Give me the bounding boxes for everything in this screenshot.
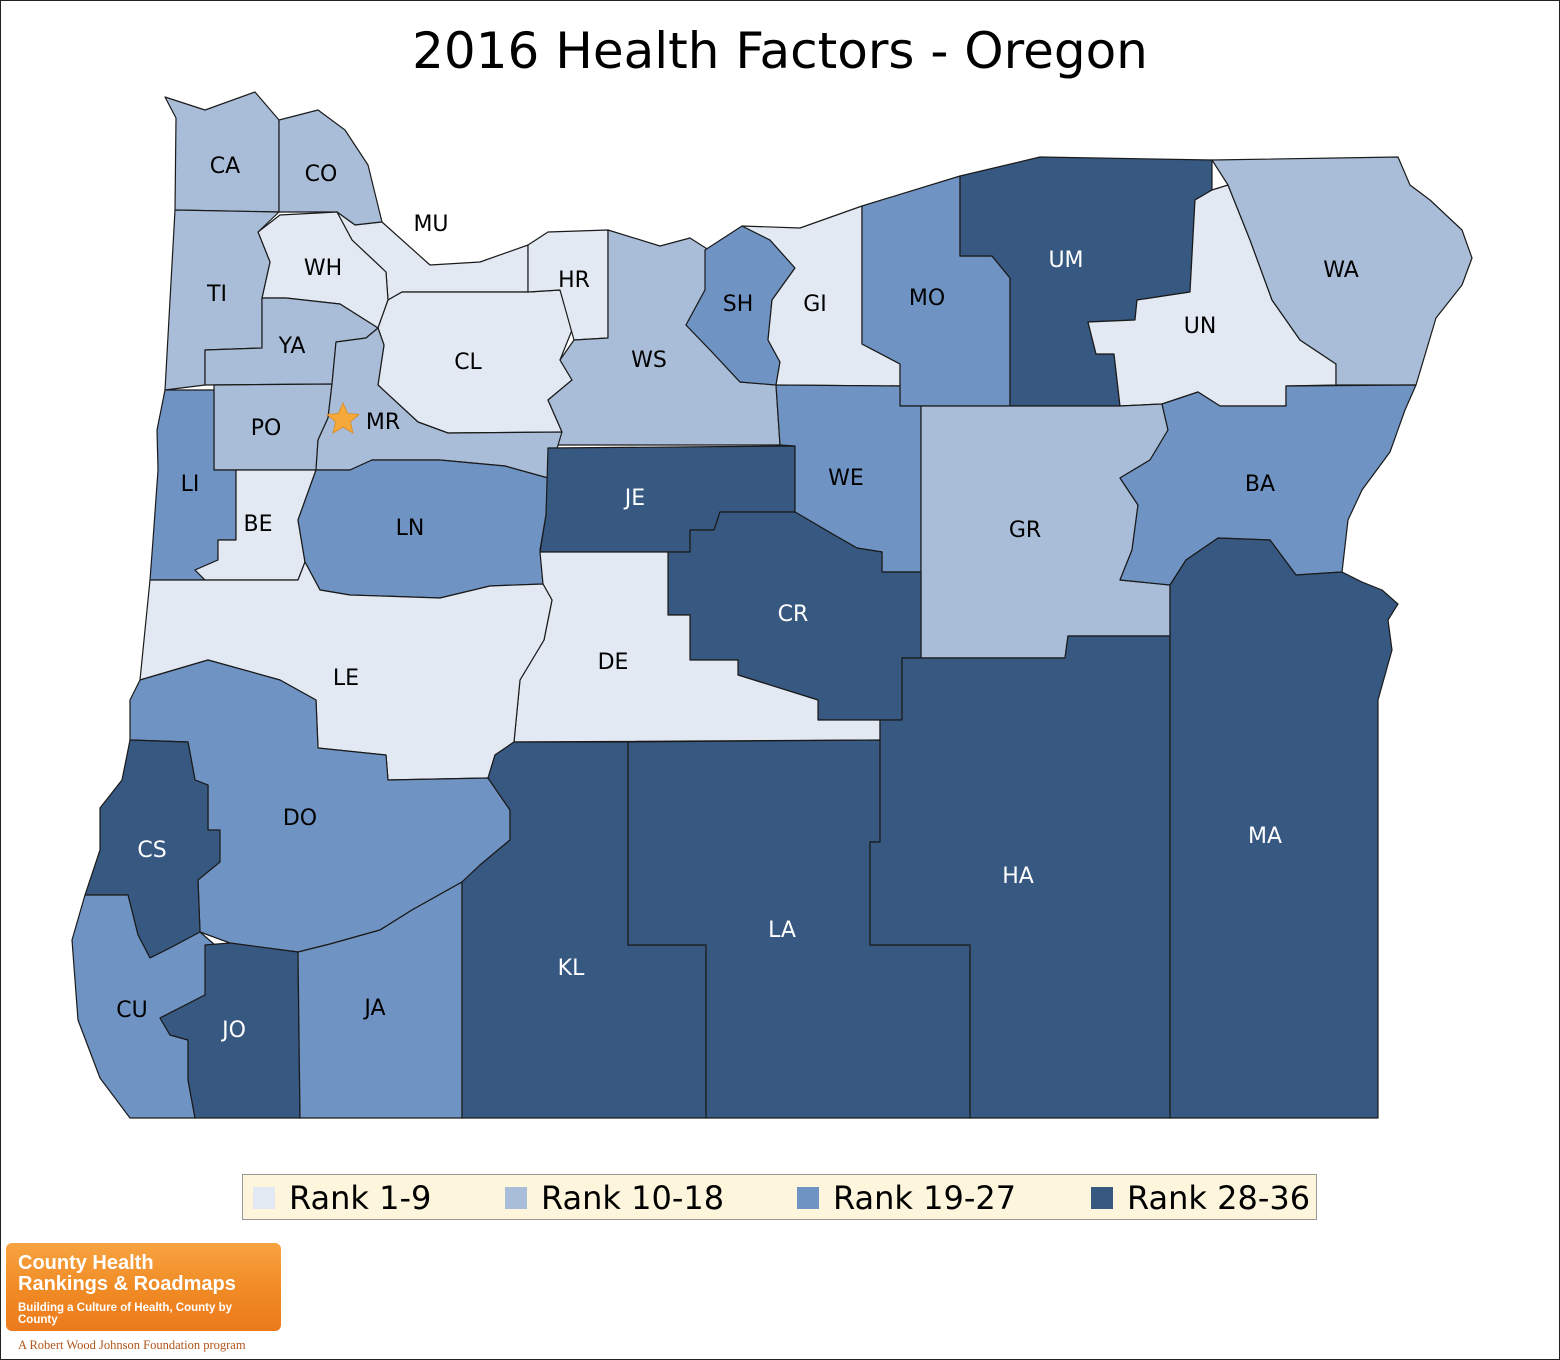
- legend-item-rank-19-27: Rank 19-27: [797, 1175, 1016, 1221]
- legend-item-rank-10-18: Rank 10-18: [505, 1175, 724, 1221]
- county-GR: [920, 403, 1171, 659]
- county-label-WA: WA: [1323, 258, 1359, 283]
- legend-swatch: [797, 1187, 819, 1209]
- county-label-YA: YA: [278, 334, 306, 359]
- county-label-CA: CA: [210, 154, 240, 179]
- county-label-LN: LN: [396, 516, 425, 541]
- county-label-WH: WH: [304, 256, 342, 281]
- map-legend: Rank 1-9 Rank 10-18 Rank 19-27 Rank 28-3…: [242, 1174, 1317, 1220]
- county-label-UN: UN: [1184, 314, 1217, 339]
- county-label-HA: HA: [1002, 864, 1034, 889]
- county-label-TI: TI: [206, 282, 227, 307]
- county-label-KL: KL: [558, 956, 585, 981]
- county-JO: [159, 942, 301, 1119]
- county-label-MR: MR: [366, 410, 400, 435]
- logo-line-2: Rankings & Roadmaps: [18, 1273, 236, 1295]
- legend-label: Rank 28-36: [1127, 1179, 1311, 1217]
- county-label-CS: CS: [137, 838, 166, 863]
- county-label-GR: GR: [1009, 518, 1041, 543]
- county-label-WE: WE: [828, 466, 864, 491]
- county-label-PO: PO: [251, 416, 282, 441]
- county-label-CU: CU: [116, 998, 147, 1023]
- county-label-BA: BA: [1245, 472, 1275, 497]
- county-MA: [1169, 537, 1399, 1119]
- county-label-MO: MO: [909, 286, 945, 311]
- county-JA: [297, 881, 463, 1119]
- legend-swatch: [253, 1187, 275, 1209]
- county-label-HR: HR: [558, 268, 590, 293]
- county-health-rankings-logo: County Health Rankings & Roadmaps Buildi…: [6, 1243, 281, 1331]
- county-label-MU: MU: [413, 212, 448, 237]
- legend-label: Rank 1-9: [289, 1179, 432, 1217]
- county-label-GI: GI: [803, 292, 827, 317]
- logo-tagline: Building a Culture of Health, County by …: [18, 1302, 233, 1326]
- county-labels: CA CO MU WH TI YA CL HR WS SH GI MO UM U…: [116, 154, 1359, 1043]
- county-label-WS: WS: [631, 348, 667, 373]
- star-icon: [326, 402, 360, 434]
- logo-line-1: County Health: [18, 1252, 154, 1274]
- county-label-SH: SH: [723, 292, 754, 317]
- county-CA: [164, 91, 280, 213]
- county-label-UM: UM: [1048, 248, 1083, 273]
- county-label-DE: DE: [598, 650, 629, 675]
- legend-label: Rank 10-18: [541, 1179, 725, 1217]
- county-label-JA: JA: [362, 996, 385, 1021]
- county-label-MA: MA: [1248, 824, 1282, 849]
- legend-swatch: [505, 1187, 527, 1209]
- legend-item-rank-28-36: Rank 28-36: [1091, 1175, 1310, 1221]
- page-title: 2016 Health Factors - Oregon: [412, 22, 1148, 80]
- logo-footer: A Robert Wood Johnson Foundation program: [18, 1338, 246, 1352]
- county-label-DO: DO: [283, 806, 317, 831]
- legend-swatch: [1091, 1187, 1113, 1209]
- county-label-CR: CR: [778, 602, 809, 627]
- county-label-JO: JO: [220, 1018, 246, 1043]
- county-label-LE: LE: [333, 666, 359, 691]
- legend-item-rank-1-9: Rank 1-9: [253, 1175, 431, 1221]
- county-label-LI: LI: [181, 472, 200, 497]
- legend-label: Rank 19-27: [833, 1179, 1017, 1217]
- county-label-JE: JE: [623, 486, 645, 511]
- county-label-LA: LA: [768, 918, 796, 943]
- county-WA: [1211, 156, 1473, 386]
- county-label-CO: CO: [305, 162, 338, 187]
- county-label-CL: CL: [454, 350, 482, 375]
- county-label-BE: BE: [244, 512, 273, 537]
